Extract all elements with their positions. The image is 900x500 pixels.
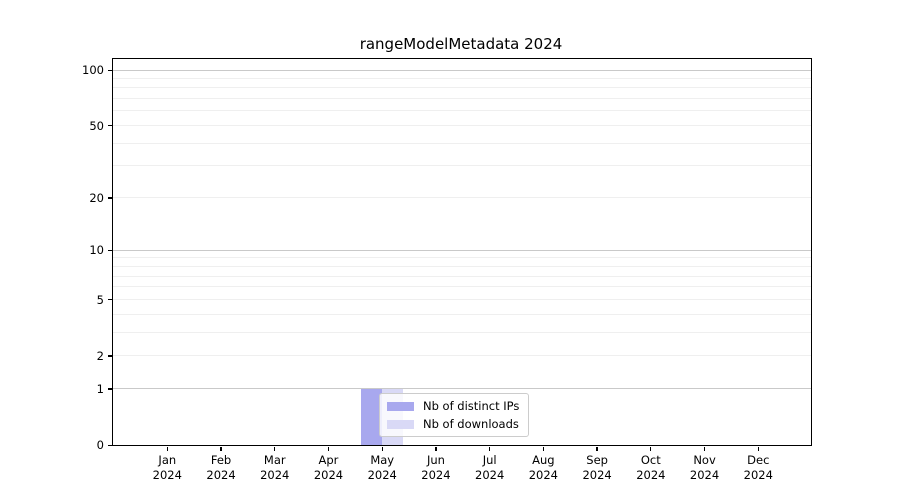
y-gridline-minor (113, 165, 811, 167)
x-tick-label: Aug 2024 (528, 453, 559, 482)
x-tick-label: Jan 2024 (152, 453, 182, 482)
y-tick (108, 299, 112, 301)
plot-area: Nb of distinct IPs Nb of downloads (112, 58, 812, 446)
x-tick (489, 446, 491, 451)
y-tick-label: 5 (96, 292, 104, 307)
y-gridline-minor (113, 275, 811, 277)
legend-item-downloads: Nb of downloads (387, 417, 519, 431)
y-tick (108, 69, 112, 71)
y-gridline-major (113, 388, 811, 390)
y-tick-label: 1 (96, 381, 104, 396)
legend-swatch-distinct-ips (387, 401, 414, 411)
y-gridline-major (113, 249, 811, 251)
x-tick-label: Feb 2024 (206, 453, 236, 482)
bar-distinct-ips (360, 388, 382, 445)
y-gridline-minor (113, 110, 811, 112)
y-tick-label: 20 (89, 190, 104, 205)
x-tick (166, 446, 168, 451)
y-tick (108, 249, 112, 252)
y-gridline-minor (113, 257, 811, 259)
y-gridline-minor (113, 87, 811, 89)
y-gridline-major (113, 69, 811, 71)
y-tick-label: 0 (96, 438, 104, 453)
y-tick (108, 444, 112, 446)
legend-label-distinct-ips: Nb of distinct IPs (423, 399, 520, 413)
x-tick-label: Sep 2024 (582, 453, 612, 482)
y-gridline-minor (113, 298, 811, 300)
y-gridline-minor (113, 313, 811, 315)
x-tick (703, 446, 706, 451)
x-tick-label: Oct 2024 (636, 453, 666, 482)
x-tick (650, 446, 652, 451)
y-tick-label: 100 (82, 63, 104, 78)
y-tick (108, 355, 112, 357)
x-tick (542, 446, 545, 451)
x-tick-label: Jun 2024 (421, 453, 451, 482)
y-gridline-minor (113, 98, 811, 100)
x-tick (435, 446, 437, 451)
x-tick-label: Dec 2024 (743, 453, 773, 482)
y-gridline-minor (113, 125, 811, 127)
legend: Nb of distinct IPs Nb of downloads (379, 393, 530, 437)
y-tick-label: 50 (89, 118, 104, 133)
x-tick-label: Mar 2024 (260, 453, 290, 482)
y-tick (108, 125, 112, 127)
y-tick (108, 197, 112, 199)
x-tick-label: Jul 2024 (475, 453, 505, 482)
x-tick-label: Apr 2024 (313, 453, 344, 482)
x-tick (596, 446, 598, 451)
y-tick-label: 10 (89, 243, 104, 258)
x-tick-label: May 2024 (367, 453, 397, 482)
y-tick-label: 2 (96, 349, 104, 364)
x-tick (327, 446, 330, 451)
y-gridline-minor (113, 286, 811, 288)
x-tick (274, 446, 276, 451)
x-tick-label: Nov 2024 (689, 453, 720, 482)
y-tick (108, 388, 112, 390)
legend-swatch-downloads (387, 419, 414, 429)
x-tick (381, 446, 383, 451)
y-gridline-minor (113, 265, 811, 267)
y-gridline-minor (113, 142, 811, 144)
x-tick (757, 446, 759, 451)
y-gridline-minor (113, 197, 811, 199)
legend-item-distinct-ips: Nb of distinct IPs (387, 399, 519, 413)
chart-title: rangeModelMetadata 2024 (359, 35, 563, 53)
legend-label-downloads: Nb of downloads (423, 417, 519, 431)
x-tick (220, 446, 222, 451)
y-gridline-minor (113, 331, 811, 333)
y-gridline-minor (113, 77, 811, 79)
y-gridline-minor (113, 355, 811, 357)
